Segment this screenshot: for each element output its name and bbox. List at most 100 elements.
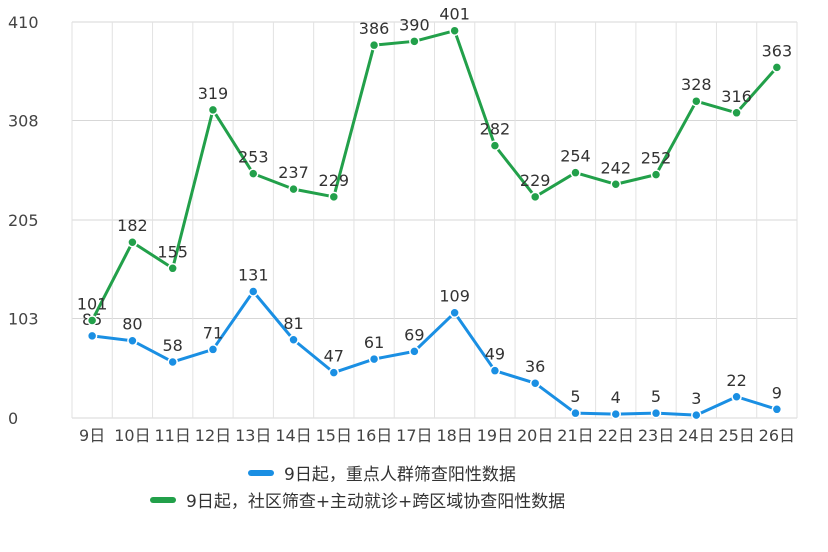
data-point <box>771 62 783 73</box>
data-label: 229 <box>319 171 350 190</box>
x-tick-label: 11日 <box>155 426 191 445</box>
data-label: 22 <box>726 371 746 390</box>
data-point <box>529 191 541 203</box>
y-tick-label: 0 <box>8 409 18 428</box>
data-label: 229 <box>520 171 551 190</box>
x-tick-label: 18日 <box>436 426 472 445</box>
data-point <box>771 404 783 415</box>
data-label: 282 <box>480 120 511 139</box>
x-tick-label: 9日 <box>79 426 105 445</box>
data-label: 252 <box>641 149 672 168</box>
data-label: 390 <box>399 15 430 34</box>
data-point <box>328 191 340 203</box>
data-label: 4 <box>611 388 621 407</box>
data-label: 5 <box>570 387 580 406</box>
x-tick-label: 23日 <box>638 426 674 445</box>
data-point <box>368 39 380 51</box>
y-tick-label: 410 <box>8 13 39 32</box>
y-tick-label: 205 <box>8 211 39 230</box>
x-tick-label: 14日 <box>275 426 311 445</box>
x-tick-label: 21日 <box>557 426 593 445</box>
legend-label-blue: 9日起，重点人群筛查阳性数据 <box>284 465 516 485</box>
data-label: 155 <box>157 242 188 261</box>
data-point <box>610 179 621 190</box>
x-tick-label: 19日 <box>477 426 513 445</box>
data-point <box>248 168 259 179</box>
data-point <box>328 367 340 378</box>
data-label: 49 <box>485 345 505 364</box>
series-group: 8580587113181476169109493654532291011821… <box>77 5 792 421</box>
legend-label-green: 9日起，社区筛查+主动就诊+跨区域协查阳性数据 <box>186 492 566 512</box>
data-point <box>409 346 420 357</box>
y-tick-label: 103 <box>8 310 39 329</box>
data-point <box>731 391 742 403</box>
series-line <box>91 289 778 417</box>
x-tick-label: 26日 <box>759 426 795 445</box>
data-point <box>248 286 259 297</box>
data-label: 101 <box>77 294 108 313</box>
data-point <box>167 263 178 274</box>
data-point <box>207 104 219 116</box>
x-tick-label: 20日 <box>517 426 553 445</box>
data-label: 131 <box>238 265 269 284</box>
data-point <box>409 36 420 47</box>
x-tick-label: 12日 <box>195 426 231 445</box>
data-label: 237 <box>278 163 309 182</box>
y-axis: 0 103 205 308 410 <box>8 13 39 428</box>
data-point <box>167 356 178 368</box>
legend-swatch-green <box>150 496 176 503</box>
data-label: 319 <box>198 84 229 103</box>
data-point <box>610 408 621 420</box>
data-label: 71 <box>203 323 223 342</box>
data-point <box>489 365 501 376</box>
data-label: 3 <box>691 389 701 408</box>
series-line <box>90 29 778 322</box>
data-point <box>288 183 299 195</box>
data-label: 316 <box>721 87 752 106</box>
data-label: 58 <box>163 336 183 355</box>
x-axis: 9日 10日 11日 12日 13日 14日 15日 16日 17日 18日 19日 20日 21日 22… <box>79 426 795 445</box>
x-tick-label: 13日 <box>235 426 271 445</box>
x-tick-label: 22日 <box>598 426 634 445</box>
data-label: 9 <box>772 383 782 402</box>
data-label: 401 <box>439 5 470 24</box>
data-label: 253 <box>238 148 269 167</box>
data-label: 36 <box>525 357 545 376</box>
legend-swatch-blue <box>248 469 274 476</box>
x-tick-label: 15日 <box>316 426 352 445</box>
data-point <box>127 335 138 346</box>
data-label: 182 <box>117 216 148 235</box>
data-label: 242 <box>600 158 631 177</box>
data-label: 254 <box>560 147 591 166</box>
data-point <box>127 236 138 248</box>
y-tick-label: 308 <box>8 112 39 131</box>
data-point <box>207 344 219 355</box>
x-tick-label: 17日 <box>396 426 432 445</box>
data-label: 61 <box>364 333 384 352</box>
grid-lines <box>71 21 798 419</box>
data-label: 69 <box>404 325 424 344</box>
legend-item-blue: 9日起，重点人群筛查阳性数据 <box>248 460 516 485</box>
data-point <box>570 167 581 178</box>
data-label: 328 <box>681 75 712 94</box>
data-point <box>650 407 662 419</box>
data-label: 80 <box>122 315 142 334</box>
data-point <box>691 95 702 107</box>
data-label: 109 <box>439 287 470 306</box>
data-point <box>570 407 581 419</box>
data-point <box>449 25 460 36</box>
data-point <box>368 353 380 365</box>
data-point <box>288 334 299 346</box>
data-point <box>86 315 98 326</box>
data-label: 5 <box>651 387 661 406</box>
data-point <box>731 107 742 119</box>
series-1: 101 182 155 319 253 237 229 386 390 401 282 229 254 2… <box>77 5 792 326</box>
data-point <box>449 307 460 318</box>
data-label: 386 <box>359 19 390 38</box>
data-point <box>650 169 662 180</box>
legend-item-green: 9日起，社区筛查+主动就诊+跨区域协查阳性数据 <box>150 487 565 512</box>
data-point <box>529 377 541 389</box>
data-point <box>86 330 98 342</box>
x-tick-label: 24日 <box>678 426 714 445</box>
